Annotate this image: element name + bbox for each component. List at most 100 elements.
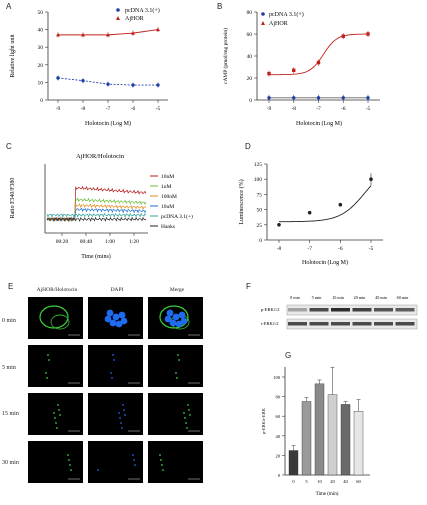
fit-curve (268, 33, 369, 76)
bar (301, 401, 312, 476)
signal-dot (67, 454, 69, 456)
x-tick-label: 00:20 (56, 239, 69, 245)
micrograph-tile (28, 393, 83, 435)
signal-dot (159, 454, 161, 456)
nucleus (120, 317, 128, 325)
x-tick-label: 1:00 (105, 239, 115, 245)
band (288, 322, 307, 326)
data-point (106, 32, 110, 37)
data-point (81, 78, 85, 83)
micrograph-tile (148, 345, 203, 387)
signal-dot (185, 422, 187, 424)
data-point (369, 177, 373, 181)
signal-dot (53, 412, 55, 414)
time-label: 40 min (375, 295, 388, 300)
micrograph-tile (88, 393, 143, 435)
y-tick-label: 20 (38, 63, 44, 69)
b-ylabel: cAMP (pmol/mg protein) (222, 28, 229, 84)
bar (327, 394, 338, 476)
nucleus (118, 311, 126, 319)
b-xlabel: Holotocin (Log M) (296, 120, 342, 127)
legend-label: AjHOR (269, 21, 288, 27)
x-tick-label: -9 (267, 106, 272, 112)
nucleus (109, 319, 117, 327)
signal-dot (120, 422, 122, 424)
y-tick-label: 30 (38, 45, 44, 51)
signal-dot (58, 409, 60, 411)
signal-dot (59, 414, 61, 416)
y-tick-label: 0 (249, 98, 252, 104)
signal-dot (189, 414, 191, 416)
legend-label: pcDNA 3.1(+) (161, 213, 193, 220)
legend-label: AjHOR (125, 16, 144, 22)
y-tick-label: 40 (38, 28, 44, 34)
x-tick-label: -7 (106, 106, 111, 112)
signal-dot (162, 469, 164, 471)
x-tick-label: 5 (305, 479, 308, 484)
nucleus (180, 317, 188, 325)
x-tick-label: 10 (317, 479, 322, 484)
chart-c: AjHOR/Holotocin 00:20 00:40 1:00 1:20 Time … (10, 153, 193, 260)
signal-dot (118, 412, 120, 414)
signal-dot (122, 404, 124, 406)
panel-label: A (6, 2, 12, 11)
nucleus (178, 311, 186, 319)
micrograph-tile (148, 297, 203, 339)
signal-dot (45, 372, 47, 374)
c-xlabel: Time (mins) (81, 253, 111, 260)
c-title: AjHOR/Holotocin (76, 153, 125, 160)
legend-label: 1uM (161, 184, 172, 190)
signal-dot (177, 354, 179, 356)
x-tick-label: 0 (292, 479, 295, 484)
time-label: 20 min (354, 295, 367, 300)
y-tick-label: 10 (38, 80, 44, 86)
y-tick-label: 80 (276, 395, 281, 400)
band (331, 308, 350, 312)
a-ylabel: Relative light unit (10, 34, 16, 78)
y-tick-label: 50 (38, 10, 44, 16)
micrograph-tile (28, 297, 83, 339)
trace-line (46, 216, 147, 223)
panel-label: F (246, 282, 251, 291)
time-label: 10 min (332, 295, 345, 300)
signal-dot (111, 377, 113, 379)
signal-dot (69, 464, 71, 466)
data-point (106, 82, 110, 86)
row-label: 0 min (2, 318, 16, 324)
chart-b: 0 20 40 60 80 -9 -8 -7 -6 -5 Holotocin (Log M) c… (222, 10, 380, 127)
band-label: t-ERK1/2 (261, 321, 279, 326)
y-tick-label: 75 (257, 192, 263, 198)
data-point (56, 32, 60, 37)
signal-dot (188, 409, 190, 411)
legend-marker (116, 8, 120, 12)
panel-e-micrographs: AjHOR/Holotocin DAPI Merge (28, 287, 243, 492)
signal-dot (124, 414, 126, 416)
signal-dot (178, 359, 180, 361)
a-xlabel: Holotocin (Log M) (85, 120, 131, 127)
signal-dot (183, 412, 185, 414)
data-point (267, 71, 271, 76)
micrograph-tile (88, 345, 143, 387)
panel-c: C AjHOR/Holotocin 00:20 00:40 1:00 1:20 Tim… (0, 140, 215, 275)
data-point (366, 96, 370, 100)
data-point (131, 83, 135, 87)
signal-dot (160, 459, 162, 461)
x-tick-label: 00:40 (80, 239, 93, 245)
x-tick-label: -8 (81, 106, 86, 112)
panel-label: C (6, 142, 12, 151)
nucleus (112, 313, 120, 321)
y-tick-label: 25 (257, 223, 263, 229)
data-point (131, 31, 135, 35)
bar (288, 450, 299, 476)
signal-dot (113, 359, 115, 361)
fit-curve (278, 185, 372, 223)
y-tick-label: 0 (259, 238, 262, 244)
nucleus (175, 320, 183, 328)
x-tick-label: -6 (131, 106, 136, 112)
y-tick-label: 0 (40, 98, 43, 104)
data-point (316, 96, 321, 100)
legend-label: 100nM (161, 194, 177, 200)
y-tick-label: 60 (276, 414, 281, 419)
x-tick-label: -6 (341, 106, 346, 112)
signal-dot (123, 409, 125, 411)
